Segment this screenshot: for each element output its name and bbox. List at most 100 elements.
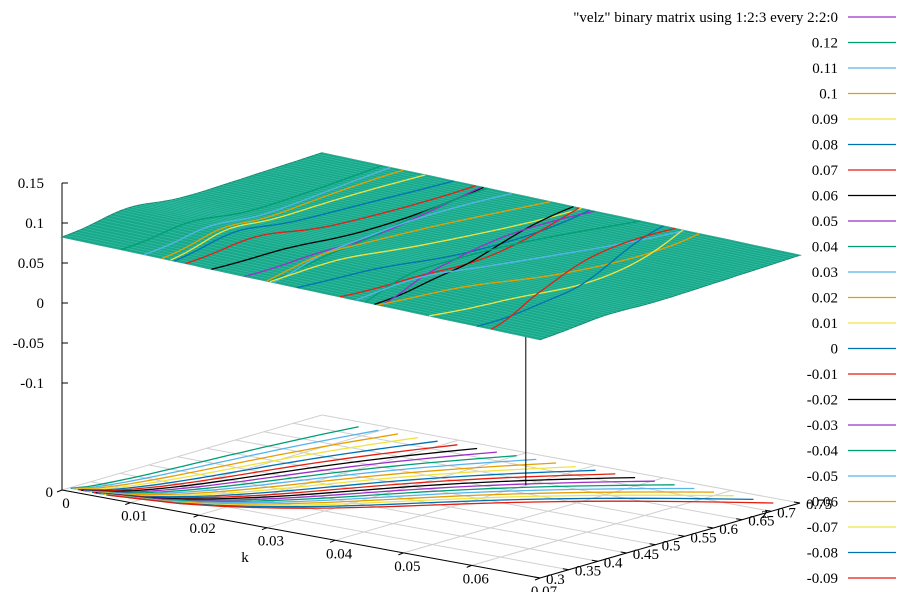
base-contour-12 (92, 469, 596, 498)
grid-line-k-0 (61, 414, 323, 491)
value-tick-label-0: 0.15 (18, 176, 44, 192)
surface-mesh-line-45 (256, 173, 736, 277)
legend: "velz" binary matrix using 1:2:3 every 2… (573, 10, 896, 587)
k-tick-label-7: 0.07 (531, 584, 558, 592)
base-contour-17 (100, 487, 695, 504)
k-tick-3 (261, 527, 268, 531)
legend-label-16: -0.03 (807, 418, 838, 434)
base-contour-13 (93, 473, 616, 499)
surface-contour-17 (355, 229, 685, 301)
surface-contour-10 (266, 201, 551, 282)
k-tick-label-6: 0.06 (463, 571, 490, 587)
surface-contour-16 (364, 220, 641, 303)
surface-mesh-line-1 (66, 235, 545, 339)
legend-label-11: 0.02 (812, 291, 838, 307)
k-axis-label: k (241, 550, 249, 566)
base-contour-21 (108, 494, 774, 509)
surface-mesh-line-49 (274, 168, 753, 271)
z-tick-9 (793, 501, 801, 504)
surface-contour-9 (272, 192, 513, 284)
surface-contour-14 (374, 206, 574, 305)
grid-line-z-2 (119, 472, 598, 562)
z-tick-label-8: 0.7 (777, 505, 796, 521)
legend-label-19: -0.06 (807, 495, 839, 511)
legend-label-6: 0.07 (812, 163, 839, 179)
surface-mesh-line-0 (61, 236, 541, 340)
base-contour-20 (106, 494, 754, 508)
base-contour-6 (81, 447, 478, 493)
legend-label-21: -0.08 (807, 546, 838, 562)
legend-label-20: -0.07 (807, 520, 839, 536)
base-contour-15 (97, 480, 655, 501)
surface-mesh-line-14 (122, 209, 601, 318)
z-axis-line (539, 502, 801, 579)
z-tick-4 (649, 543, 656, 546)
base-contour-0 (70, 426, 359, 489)
legend-label-4: 0.09 (812, 112, 838, 128)
z-tick-label-9: 0.75 (806, 497, 832, 513)
surface (60, 152, 802, 341)
legend-label-8: 0.05 (812, 214, 838, 230)
z-tick-8 (765, 509, 772, 512)
base-contour-11 (90, 465, 576, 497)
legend-label-2: 0.11 (812, 61, 838, 77)
k-tick-1 (125, 502, 131, 506)
z-tick-label-5: 0.55 (690, 530, 716, 546)
value-tick-label-2: 0.05 (18, 256, 44, 272)
grid-line-k-4 (334, 464, 596, 541)
z-tick-1 (562, 568, 569, 571)
z-tick-6 (707, 526, 714, 529)
legend-label-5: 0.08 (812, 138, 838, 154)
legend-label-15: -0.02 (807, 393, 838, 409)
base-contour-14 (95, 476, 636, 500)
surface-mesh-line-43 (248, 176, 727, 280)
k-tick-2 (193, 514, 199, 518)
surface-mesh-line-42 (243, 177, 723, 281)
surface-mesh-line-44 (252, 175, 731, 279)
surface-contour-8 (268, 187, 488, 283)
legend-label-17: -0.04 (807, 444, 839, 460)
surface-mesh-line-12 (113, 213, 593, 321)
legend-label-0: "velz" binary matrix using 1:2:3 every 2… (573, 10, 838, 26)
z-tick-label-4: 0.5 (662, 539, 681, 555)
base-contour-7 (83, 451, 497, 493)
grid-line-k-5 (403, 477, 664, 554)
k-tick-0 (56, 489, 63, 493)
value-tick-label-5: -0.1 (20, 376, 44, 392)
axes: 0 0.01 0.02 0.03 0.04 0.05 0.06 0.070.3 0.350.4 0… (13, 176, 833, 592)
base-contour-2 (74, 433, 399, 490)
surface-mesh-line-11 (109, 215, 588, 322)
k-tick-label-3: 0.03 (258, 534, 284, 550)
legend-label-3: 0.1 (819, 87, 838, 103)
k-axis-line (61, 489, 541, 579)
surface-mesh-line-60 (321, 152, 801, 256)
surface-contour-15 (380, 210, 595, 307)
base-contours (70, 426, 774, 509)
legend-label-1: 0.12 (812, 36, 838, 52)
base-contour-5 (79, 444, 458, 492)
z-axis-label: z (762, 506, 769, 522)
surface-mesh-line-38 (226, 183, 705, 287)
base-contour-1 (72, 429, 379, 490)
surface-mesh-line-4 (79, 229, 558, 334)
surface-mesh-line-8 (96, 221, 575, 328)
grid-line-z-9 (321, 414, 801, 504)
base-contour-8 (84, 455, 517, 494)
k-tick-label-4: 0.04 (326, 546, 353, 562)
z-tick-label-2: 0.4 (604, 555, 623, 571)
base-contour-3 (76, 436, 418, 490)
base-contour-4 (77, 440, 438, 491)
legend-label-22: -0.09 (807, 571, 838, 587)
legend-label-13: 0 (831, 342, 839, 358)
surface-contour-19 (428, 229, 684, 317)
surface-mesh-line-10 (105, 217, 584, 324)
legend-label-10: 0.03 (812, 265, 838, 281)
grid-line-k-6 (471, 489, 732, 566)
legend-label-7: 0.06 (812, 189, 839, 205)
k-tick-label-1: 0.01 (121, 509, 147, 525)
base-contour-16 (99, 484, 675, 503)
base-contour-19 (104, 493, 734, 507)
surface-mesh-line-40 (235, 180, 714, 284)
surface-mesh-line-16 (131, 206, 610, 315)
value-tick-label-1: 0.1 (25, 216, 44, 232)
